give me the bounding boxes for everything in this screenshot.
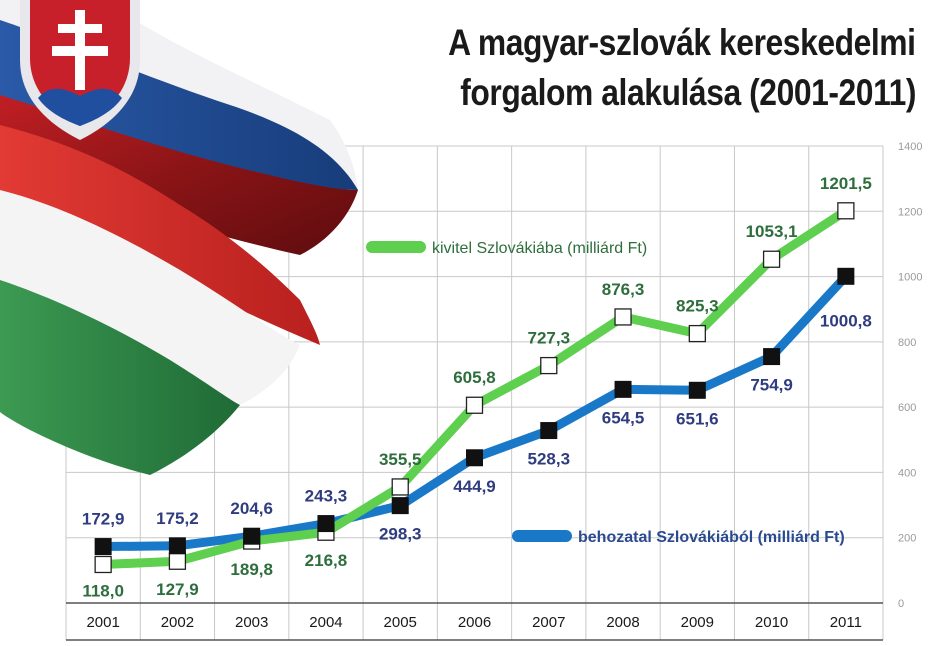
export-point	[540, 356, 558, 375]
chart-title-line-1: A magyar-szlovák kereskedelmi	[448, 22, 917, 63]
import-label: 204,6	[230, 499, 273, 518]
export-point	[614, 308, 632, 326]
export-label: 605,8	[453, 368, 496, 387]
x-tick-label: 2001	[86, 614, 119, 631]
slovak-flag	[0, 0, 358, 255]
export-label: 189,8	[230, 560, 273, 579]
y-tick-label: 1000	[898, 272, 922, 284]
export-point	[837, 202, 855, 220]
export-point	[391, 478, 409, 496]
x-tick-label: 2011	[830, 614, 862, 631]
export-label: 825,3	[676, 297, 719, 316]
export-label: 1053,1	[746, 222, 798, 241]
export-label: 355,5	[379, 450, 422, 469]
y-tick-label: 0	[898, 598, 904, 610]
x-tick-label: 2009	[681, 614, 714, 631]
y-tick-label: 400	[898, 467, 916, 479]
y-tick-label: 200	[898, 533, 916, 545]
chart-title-line-2: forgalom alakulása (2001-2011)	[460, 72, 916, 113]
import-label: 654,5	[602, 408, 645, 427]
import-point	[243, 527, 261, 545]
import-label: 243,3	[305, 487, 348, 506]
x-tick-label: 2005	[384, 614, 417, 631]
import-label: 298,3	[379, 525, 422, 544]
import-point	[168, 537, 186, 555]
x-tick-label: 2004	[309, 614, 342, 631]
y-tick-label: 600	[898, 402, 916, 414]
x-tick-label: 2007	[532, 614, 565, 631]
series-markers	[94, 202, 855, 574]
x-tick-label: 2006	[458, 614, 491, 631]
x-tick-label: 2003	[235, 614, 268, 631]
export-point	[762, 250, 781, 268]
import-label: 444,9	[453, 477, 496, 496]
export-point	[168, 552, 187, 570]
export-label: 876,3	[602, 280, 645, 299]
import-point	[837, 267, 855, 285]
export-label: 127,9	[156, 580, 199, 599]
import-point	[94, 538, 112, 556]
chart-legend: kivitel Szlovákiába (milliárd Ft) behozat…	[366, 240, 845, 546]
legend-label-import: behozatal Szlovákiából (milliárd Ft)	[578, 529, 845, 546]
import-point	[763, 348, 781, 366]
x-tick-label: 2008	[606, 614, 639, 631]
import-point	[391, 497, 409, 515]
import-label: 754,9	[750, 376, 793, 395]
import-point	[540, 422, 558, 440]
import-label: 1000,8	[820, 311, 872, 330]
import-point	[614, 380, 632, 398]
import-label: 651,6	[676, 409, 719, 428]
y-tick-label: 1200	[898, 206, 922, 218]
import-label: 172,9	[82, 510, 125, 529]
x-tick-label: 2002	[161, 614, 194, 631]
import-point	[466, 449, 483, 467]
import-point	[317, 515, 335, 533]
data-labels: 118,0 127,9 189,8 216,8 355,5 605,8 727,3 876,3…	[82, 174, 872, 601]
y-tick-label: 1400	[898, 141, 922, 153]
x-tick-label: 2010	[755, 614, 788, 631]
import-point	[688, 381, 706, 399]
flags-illustration	[0, 0, 358, 475]
export-label: 216,8	[305, 551, 348, 570]
import-label: 528,3	[527, 450, 570, 469]
export-point	[465, 396, 484, 414]
export-point	[94, 555, 112, 574]
export-label: 118,0	[82, 581, 124, 600]
legend-label-export: kivitel Szlovákiába (milliárd Ft)	[432, 240, 647, 257]
y-tick-label: 800	[898, 337, 916, 349]
export-label: 727,3	[527, 329, 570, 348]
hungarian-flag	[0, 125, 320, 475]
export-point	[688, 324, 706, 343]
export-label: 1201,5	[820, 174, 872, 193]
import-label: 175,2	[156, 509, 199, 528]
